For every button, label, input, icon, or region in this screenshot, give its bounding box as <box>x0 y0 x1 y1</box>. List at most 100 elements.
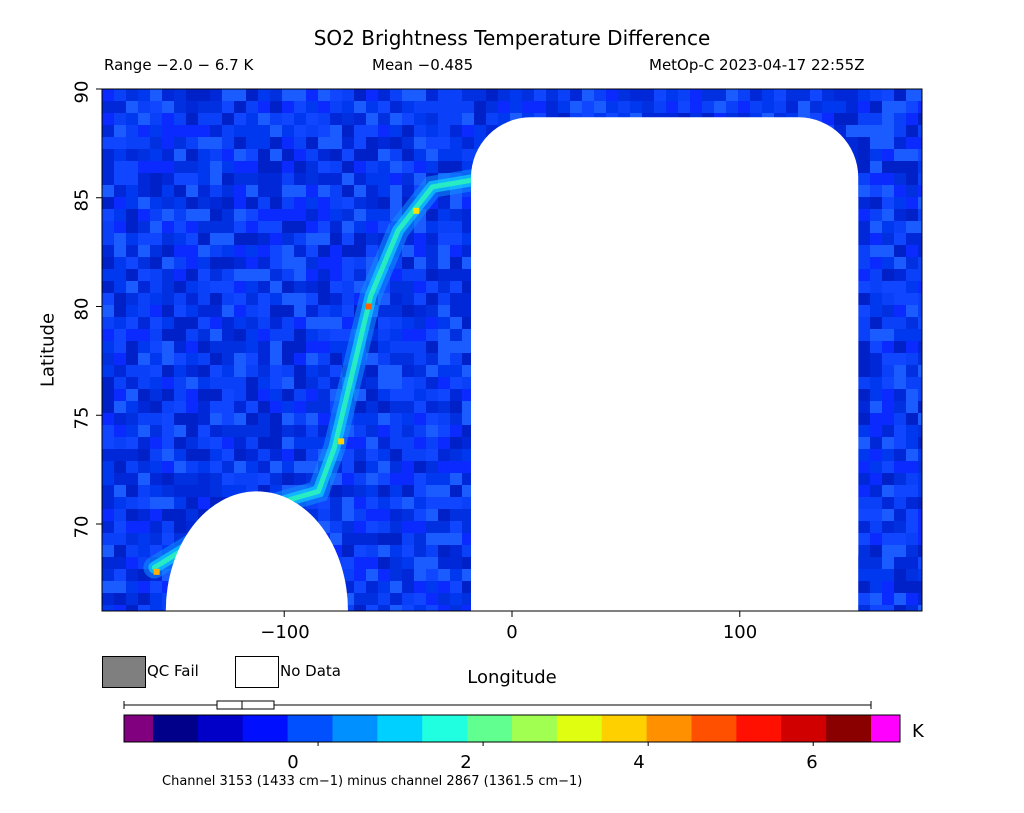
heatmap-cell <box>258 413 271 426</box>
heatmap-cell <box>102 233 115 246</box>
heatmap-cell <box>906 389 919 402</box>
heatmap-cell <box>138 125 151 138</box>
heatmap-cell <box>258 113 271 126</box>
heatmap-cell <box>438 437 451 450</box>
heatmap-cell <box>246 209 259 222</box>
heatmap-cell <box>450 533 463 546</box>
heatmap-cell <box>918 377 922 390</box>
heatmap-cell <box>126 101 139 114</box>
heatmap-cell <box>150 245 163 258</box>
heatmap-cell <box>378 149 391 162</box>
heatmap-cell <box>294 389 307 402</box>
heatmap-cell <box>102 545 115 558</box>
heatmap-cell <box>162 305 175 318</box>
heatmap-cell <box>870 101 883 114</box>
heatmap-cell <box>378 581 391 594</box>
heatmap-cell <box>174 485 187 498</box>
colorbar-segment <box>197 715 244 742</box>
heatmap-cell <box>222 173 235 186</box>
heatmap-cell <box>258 329 271 342</box>
heatmap-cell <box>474 125 487 138</box>
heatmap-cell <box>342 269 355 282</box>
heatmap-cell <box>906 461 919 474</box>
heatmap-cell <box>198 353 211 366</box>
heatmap-cell <box>894 221 907 234</box>
heatmap-cell <box>210 89 223 102</box>
heatmap-cell <box>870 293 883 306</box>
heatmap-cell <box>882 497 895 510</box>
heatmap-cell <box>198 209 211 222</box>
heatmap-cell <box>858 149 871 162</box>
heatmap-cell <box>342 545 355 558</box>
heatmap-cell <box>426 293 439 306</box>
heatmap-cell <box>138 485 151 498</box>
heatmap-cell <box>714 101 727 114</box>
heatmap-cell <box>882 341 895 354</box>
heatmap-cell <box>438 101 451 114</box>
heatmap-cell <box>138 509 151 522</box>
heatmap-cell <box>222 281 235 294</box>
heatmap-cell <box>402 245 415 258</box>
heatmap-cell <box>558 101 571 114</box>
heatmap-cell <box>114 233 127 246</box>
heatmap-cell <box>198 329 211 342</box>
heatmap-cell <box>246 461 259 474</box>
colorbar-segment <box>601 715 648 742</box>
heatmap-cell <box>918 89 922 102</box>
heatmap-cell <box>882 545 895 558</box>
heatmap-cell <box>258 449 271 462</box>
heatmap-cell <box>906 353 919 366</box>
heatmap-cell <box>450 209 463 222</box>
heatmap-cell <box>258 125 271 138</box>
heatmap-cell <box>906 401 919 414</box>
heatmap-cell <box>102 209 115 222</box>
heatmap-cell <box>114 569 127 582</box>
hot-spot <box>413 207 420 214</box>
heatmap-cell <box>390 605 403 611</box>
heatmap-cell <box>246 293 259 306</box>
heatmap-cell <box>402 341 415 354</box>
heatmap-cell <box>150 125 163 138</box>
heatmap-cell <box>438 377 451 390</box>
heatmap-cell <box>234 257 247 270</box>
heatmap-cell <box>210 101 223 114</box>
heatmap-cell <box>114 185 127 198</box>
heatmap-cell <box>162 125 175 138</box>
heatmap-cell <box>186 257 199 270</box>
heatmap-cell <box>126 389 139 402</box>
heatmap-cell <box>114 293 127 306</box>
heatmap-cell <box>438 545 451 558</box>
heatmap-cell <box>138 221 151 234</box>
heatmap-cell <box>426 233 439 246</box>
heatmap-cell <box>162 485 175 498</box>
heatmap-cell <box>318 245 331 258</box>
heatmap-cell <box>354 473 367 486</box>
heatmap-cell <box>906 293 919 306</box>
heatmap-cell <box>330 521 343 534</box>
heatmap-cell <box>162 365 175 378</box>
heatmap-cell <box>894 437 907 450</box>
heatmap-cell <box>306 221 319 234</box>
heatmap-cell <box>114 497 127 510</box>
heatmap-cell <box>378 341 391 354</box>
colorbar-tick-label: 4 <box>633 752 645 773</box>
heatmap-cell <box>246 185 259 198</box>
heatmap-cell <box>138 365 151 378</box>
heatmap-cell <box>222 377 235 390</box>
heatmap-cell <box>234 137 247 150</box>
heatmap-cell <box>210 461 223 474</box>
colorbar-unit-label: K <box>912 721 924 742</box>
heatmap-cell <box>222 389 235 402</box>
heatmap-cell <box>378 125 391 138</box>
heatmap-cell <box>438 197 451 210</box>
heatmap-cell <box>198 185 211 198</box>
heatmap-cell <box>366 149 379 162</box>
heatmap-cell <box>186 209 199 222</box>
heatmap-cell <box>450 149 463 162</box>
heatmap-cell <box>150 173 163 186</box>
heatmap-cell <box>102 437 115 450</box>
heatmap-cell <box>126 365 139 378</box>
heatmap-cell <box>210 173 223 186</box>
heatmap-cell <box>390 581 403 594</box>
heatmap-cell <box>150 89 163 102</box>
